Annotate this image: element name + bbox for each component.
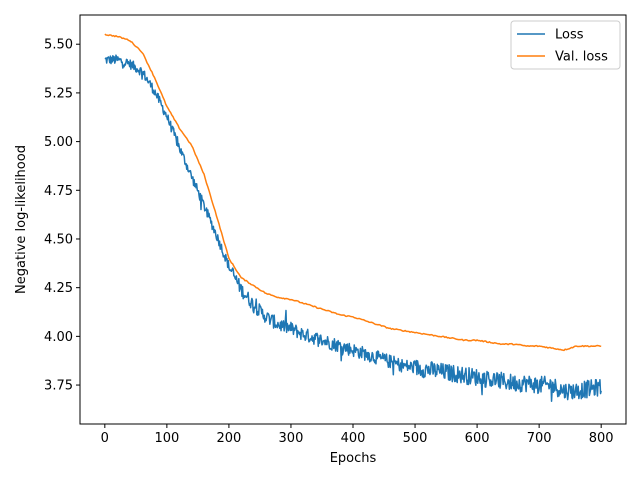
- legend-box: [510, 20, 621, 70]
- x-axis-label: Epochs: [330, 451, 377, 466]
- series-line-loss: [104, 54, 602, 403]
- x-tick-label: 200: [216, 431, 241, 446]
- y-tick-label: 4.50: [44, 232, 73, 247]
- x-tick-label: 700: [527, 431, 552, 446]
- y-tick-label: 4.00: [44, 330, 73, 345]
- y-tick-label: 5.50: [44, 38, 73, 53]
- legend: Loss Val. loss: [510, 20, 621, 70]
- legend-label-val-loss: Val. loss: [555, 50, 608, 65]
- x-tick-label: 100: [154, 431, 179, 446]
- x-tick-label: 400: [341, 431, 366, 446]
- series-line-val-loss: [104, 33, 602, 352]
- y-tick-label: 4.25: [44, 281, 73, 296]
- x-tick-label: 300: [279, 431, 304, 446]
- x-axis-ticks: 0 100 200 300 400 500 600 700 800: [101, 424, 614, 446]
- y-axis-ticks: 3.75 4.00 4.25 4.50 4.75 5.00 5.25 5.50: [44, 38, 80, 394]
- x-tick-label: 500: [403, 431, 428, 446]
- series-layer: [104, 33, 602, 403]
- x-tick-label: 600: [465, 431, 490, 446]
- legend-label-loss: Loss: [555, 28, 584, 43]
- y-tick-label: 3.75: [44, 379, 73, 394]
- y-tick-label: 5.00: [44, 135, 73, 150]
- x-tick-label: 0: [101, 431, 109, 446]
- x-tick-label: 800: [589, 431, 614, 446]
- y-tick-label: 4.75: [44, 184, 73, 199]
- y-tick-label: 5.25: [44, 86, 73, 101]
- y-axis-label: Negative log-likelihood: [14, 145, 29, 294]
